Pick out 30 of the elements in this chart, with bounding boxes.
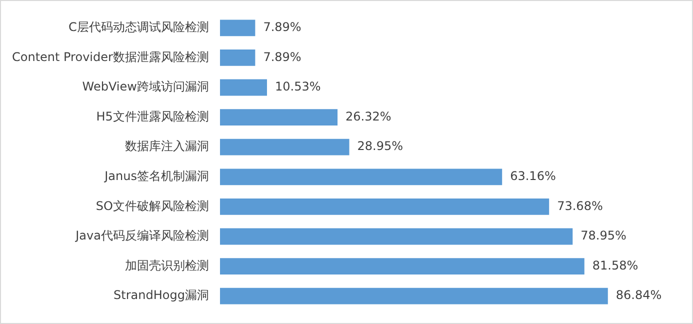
bar xyxy=(220,79,267,96)
bar xyxy=(220,168,502,186)
y-tick-label: H5文件泄露风险检测 xyxy=(96,109,209,124)
y-tick-label: 加固壳识别检测 xyxy=(124,258,209,272)
y-tick-label: Content Provider数据泄露风险检测 xyxy=(12,50,209,64)
y-tick-label: C层代码动态调试风险检测 xyxy=(68,20,209,34)
data-label: 7.89% xyxy=(263,50,302,64)
bar xyxy=(220,138,350,156)
y-tick-label: Java代码反编译风险检测 xyxy=(74,228,209,243)
data-label: 86.84% xyxy=(616,288,662,302)
data-label: 78.95% xyxy=(580,228,626,243)
y-tick-label: 数据库注入漏洞 xyxy=(124,139,209,154)
bar xyxy=(220,50,256,66)
bar xyxy=(220,109,338,126)
y-tick-label: SO文件破解风险检测 xyxy=(96,198,209,213)
bar xyxy=(220,20,256,36)
data-label: 73.68% xyxy=(557,198,603,213)
bar xyxy=(220,198,550,215)
y-tick-label: Janus签名机制漏洞 xyxy=(104,169,209,184)
bar xyxy=(220,228,573,245)
bar xyxy=(220,258,584,274)
y-tick-label: WebView跨域访问漏洞 xyxy=(82,80,209,94)
bar xyxy=(220,288,608,304)
data-label: 63.16% xyxy=(510,169,556,184)
data-label: 28.95% xyxy=(357,139,404,154)
data-label: 26.32% xyxy=(346,109,392,124)
y-tick-label: StrandHogg漏洞 xyxy=(114,288,209,302)
data-label: 7.89% xyxy=(263,20,302,34)
data-label: 10.53% xyxy=(274,80,321,94)
data-label: 81.58% xyxy=(592,258,638,272)
